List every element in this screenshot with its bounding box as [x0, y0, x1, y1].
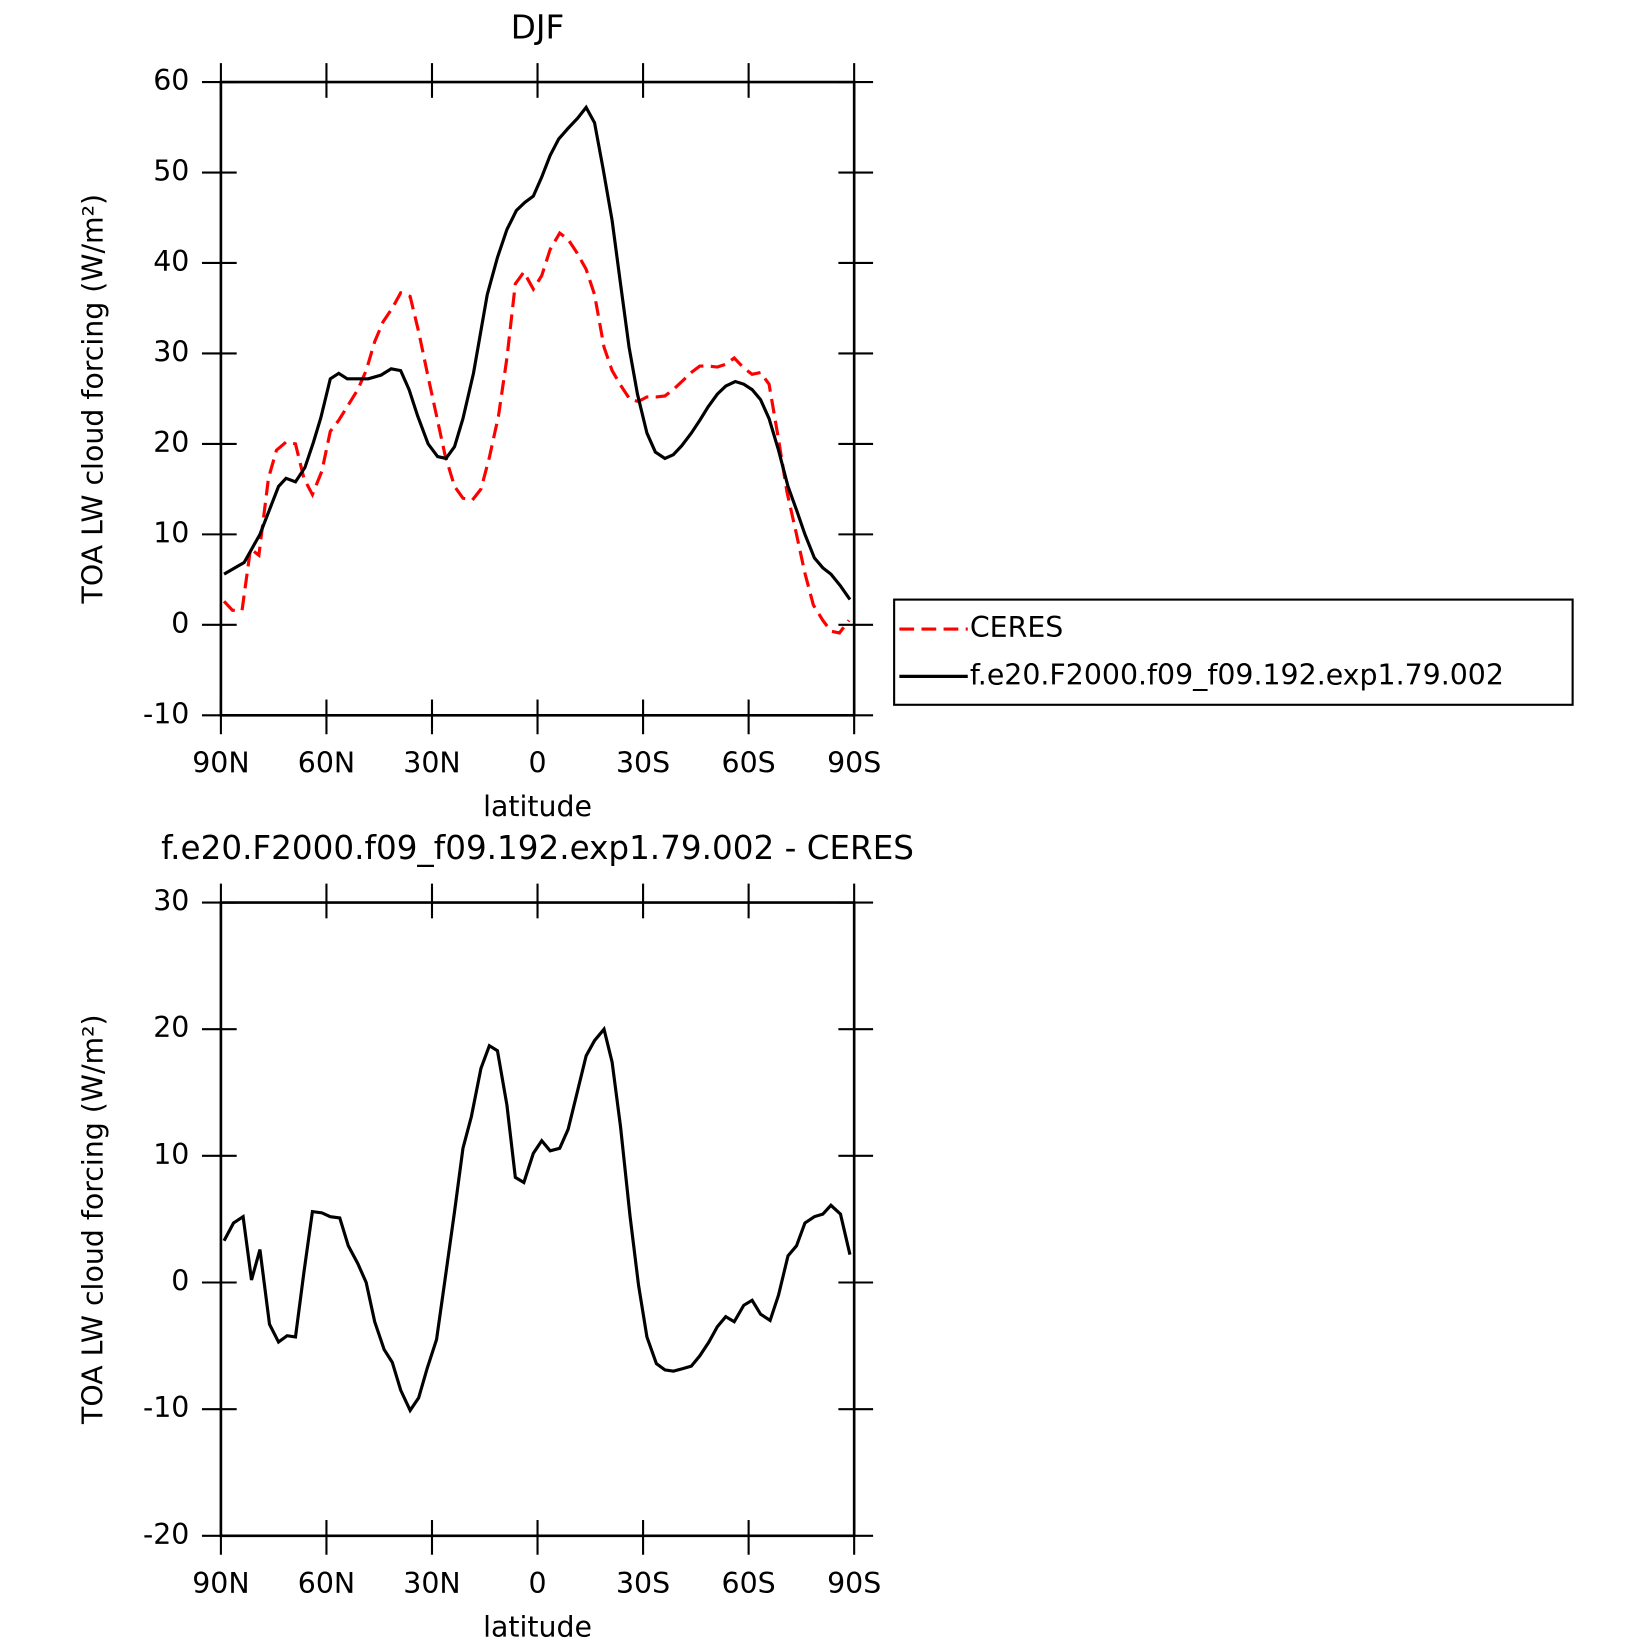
x-axis-label: latitude	[483, 790, 592, 823]
chart-title: DJF	[511, 8, 564, 46]
data-line	[222, 1025, 852, 1414]
x-tick-label: 90S	[827, 747, 881, 780]
y-tick-label: 60	[153, 64, 189, 97]
y-tick-label: 50	[153, 155, 189, 188]
data-line	[223, 104, 852, 601]
y-tick-label: -10	[143, 697, 189, 730]
y-axis-label: TOA LW cloud forcing (W/m²)	[77, 1014, 110, 1425]
x-tick-label: 90S	[827, 1567, 881, 1600]
y-tick-label: 20	[153, 426, 189, 459]
plot-frame	[219, 901, 856, 1538]
x-axis-label: latitude	[483, 1610, 592, 1641]
y-tick-label: 20	[153, 1011, 189, 1044]
x-tick-label: 30N	[403, 747, 460, 780]
x-tick-label: 30N	[403, 1567, 460, 1600]
y-axis-label: TOA LW cloud forcing (W/m²)	[77, 194, 110, 605]
x-tick-label: 90N	[192, 747, 249, 780]
y-tick-label: -10	[143, 1391, 189, 1424]
x-tick-label: 60N	[298, 1567, 355, 1600]
x-tick-label: 90N	[192, 1567, 249, 1600]
y-tick-label: 30	[153, 335, 189, 368]
y-tick-label: 10	[153, 516, 189, 549]
plot-frame	[219, 80, 856, 717]
x-tick-label: 60N	[298, 747, 355, 780]
y-tick-label: 10	[153, 1138, 189, 1171]
chart-title: f.e20.F2000.f09_f09.192.exp1.79.002 - CE…	[161, 829, 914, 867]
x-tick-label: 30S	[616, 1567, 670, 1600]
data-line	[222, 230, 851, 635]
legend-label: f.e20.F2000.f09_f09.192.exp1.79.002	[970, 658, 1504, 691]
y-tick-label: 30	[153, 885, 189, 918]
legend-label: CERES	[970, 611, 1063, 644]
y-tick-label: 0	[171, 607, 189, 640]
x-tick-label: 30S	[616, 747, 670, 780]
legend-box	[893, 598, 1574, 706]
y-tick-label: 40	[153, 245, 189, 278]
x-tick-label: 0	[528, 1567, 546, 1600]
y-tick-label: -20	[143, 1518, 189, 1551]
y-tick-label: 0	[171, 1265, 189, 1298]
x-tick-label: 60S	[722, 1567, 776, 1600]
x-tick-label: 0	[528, 747, 546, 780]
x-tick-label: 60S	[722, 747, 776, 780]
